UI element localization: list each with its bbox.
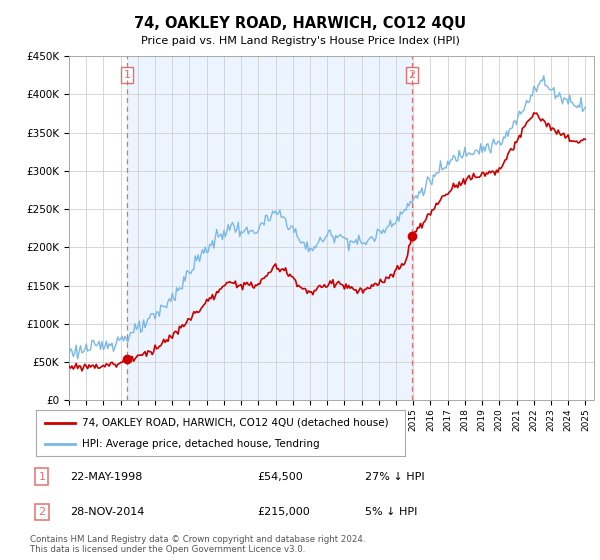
Text: 1: 1	[38, 472, 46, 482]
Text: 5% ↓ HPI: 5% ↓ HPI	[365, 507, 417, 517]
Text: 1: 1	[124, 70, 131, 80]
Bar	[127, 56, 412, 400]
Text: 28-NOV-2014: 28-NOV-2014	[71, 507, 145, 517]
Text: 2: 2	[38, 507, 46, 517]
Text: Contains HM Land Registry data © Crown copyright and database right 2024.
This d: Contains HM Land Registry data © Crown c…	[30, 535, 365, 554]
Text: 22-MAY-1998: 22-MAY-1998	[71, 472, 143, 482]
Text: Price paid vs. HM Land Registry's House Price Index (HPI): Price paid vs. HM Land Registry's House …	[140, 36, 460, 46]
Text: HPI: Average price, detached house, Tendring: HPI: Average price, detached house, Tend…	[82, 439, 320, 449]
Text: £54,500: £54,500	[257, 472, 302, 482]
Text: £215,000: £215,000	[257, 507, 310, 517]
Text: 74, OAKLEY ROAD, HARWICH, CO12 4QU: 74, OAKLEY ROAD, HARWICH, CO12 4QU	[134, 16, 466, 31]
Text: 74, OAKLEY ROAD, HARWICH, CO12 4QU (detached house): 74, OAKLEY ROAD, HARWICH, CO12 4QU (deta…	[82, 418, 389, 428]
Text: 27% ↓ HPI: 27% ↓ HPI	[365, 472, 424, 482]
Text: 2: 2	[409, 70, 415, 80]
